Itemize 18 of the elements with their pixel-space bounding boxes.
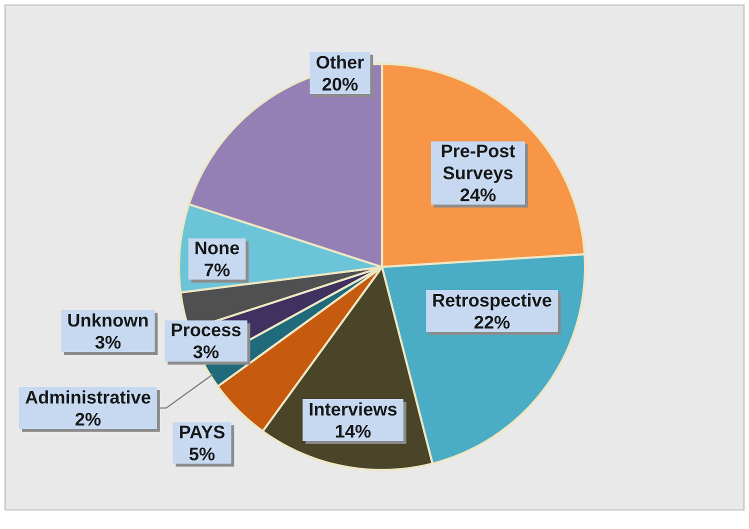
slice-label: Retrospective <box>433 293 552 310</box>
slice-label: Unknown <box>68 313 148 327</box>
data-label: 2% <box>76 412 101 426</box>
slice-label: PAYS <box>180 426 224 438</box>
data-label: 24% <box>460 188 496 202</box>
slice-label: Administrative <box>25 390 150 404</box>
data-label: 5% <box>189 448 215 460</box>
slice-label: Other <box>316 55 364 69</box>
data-label: 7% <box>204 264 230 276</box>
data-label: 3% <box>193 345 219 358</box>
data-label: 3% <box>95 336 121 349</box>
data-label: 22% <box>474 316 510 329</box>
slice-label: None <box>196 242 240 254</box>
slice-label: Pre-Post Surveys <box>442 144 516 183</box>
data-label: 20% <box>322 78 358 91</box>
slice-label: Interviews <box>310 402 397 416</box>
data-label: 14% <box>336 424 371 438</box>
slice-label: Process <box>172 324 241 336</box>
